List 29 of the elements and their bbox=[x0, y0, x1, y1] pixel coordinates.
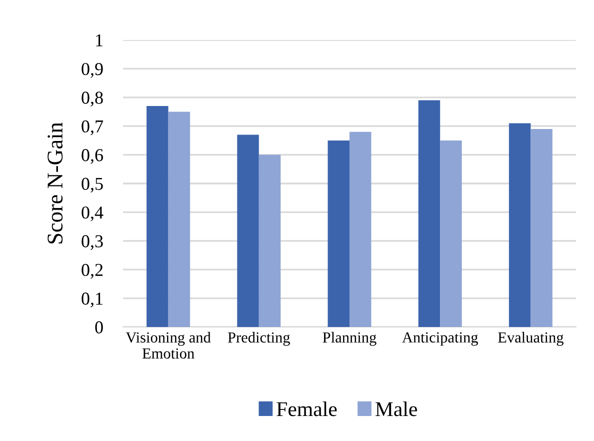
x-tick-label: Visioning and Emotion bbox=[126, 332, 211, 359]
bar bbox=[418, 100, 440, 327]
bar bbox=[530, 128, 552, 327]
y-tick-label: 0,8 bbox=[82, 92, 103, 106]
bar bbox=[146, 106, 168, 327]
x-tick-label: Planning bbox=[322, 332, 376, 346]
y-tick-label: 0,9 bbox=[82, 62, 103, 78]
y-tick-label: 1 bbox=[96, 34, 102, 46]
y-axis-title: Score N-Gain bbox=[48, 122, 63, 244]
x-tick-label: Predicting bbox=[228, 332, 290, 346]
legend-label: Female bbox=[276, 402, 337, 416]
y-tick-label: 0,6 bbox=[82, 149, 104, 164]
bar bbox=[440, 140, 462, 327]
y-tick-label: 0 bbox=[95, 321, 103, 334]
y-tick-label: 0,3 bbox=[82, 235, 103, 250]
y-tick-label: 0,2 bbox=[82, 264, 103, 279]
x-tick-label: Evaluating bbox=[498, 332, 564, 346]
bar bbox=[168, 112, 190, 327]
y-tick-label: 0,5 bbox=[82, 178, 103, 193]
bar bbox=[237, 134, 259, 327]
legend-label: Male bbox=[376, 402, 418, 416]
bar bbox=[508, 123, 531, 327]
bar bbox=[350, 132, 372, 327]
bar bbox=[328, 140, 350, 327]
bar bbox=[258, 154, 281, 327]
y-tick-label: 0,1 bbox=[82, 292, 102, 308]
y-tick-label: 0,7 bbox=[82, 120, 104, 136]
y-tick-label: 0,4 bbox=[82, 206, 104, 222]
x-tick-label: Anticipating bbox=[402, 332, 478, 346]
